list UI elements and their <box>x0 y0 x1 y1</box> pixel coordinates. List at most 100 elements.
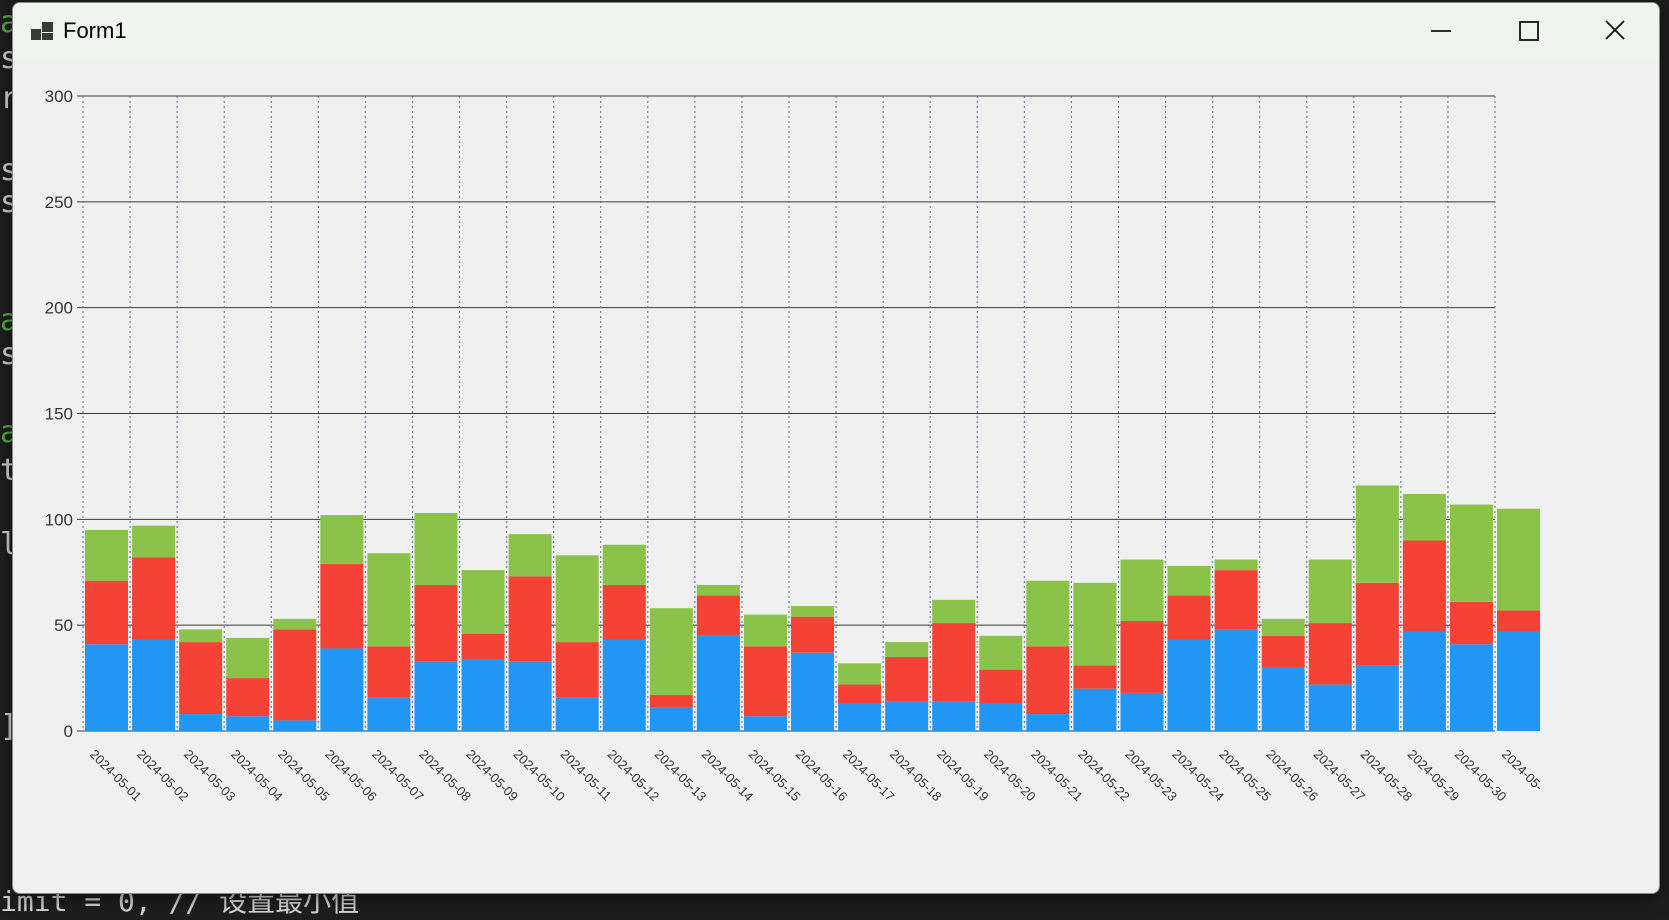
bar-segment <box>320 563 364 649</box>
bar-segment <box>273 720 317 731</box>
bar-segment <box>367 646 411 698</box>
bar-segment <box>932 599 976 624</box>
bar-segment <box>179 629 223 643</box>
bar-segment <box>1497 610 1541 632</box>
bar-segment <box>461 659 505 731</box>
bar-segment <box>414 512 458 585</box>
bar-segment <box>1073 665 1117 689</box>
bar-segment <box>696 635 740 731</box>
bar-segment <box>649 707 693 731</box>
bar-segment <box>226 637 270 679</box>
bar-segment <box>179 714 223 731</box>
bar-segment <box>508 576 552 662</box>
bar-segment <box>602 639 646 731</box>
bar-segment <box>555 555 599 643</box>
bar-segment <box>1214 559 1258 571</box>
x-tick-label: 2024-05- <box>1499 747 1546 794</box>
bar-segment <box>979 635 1023 670</box>
bar-segment <box>320 648 364 731</box>
bar-segment <box>1355 485 1399 583</box>
bar-segment <box>132 639 176 731</box>
minimize-button[interactable] <box>1395 3 1485 59</box>
bar-segment <box>791 652 835 731</box>
bar-segment <box>1167 639 1211 731</box>
bar-segment <box>414 661 458 731</box>
bar-segment <box>1167 565 1211 596</box>
bar-segment <box>367 697 411 731</box>
app-icon <box>31 22 53 40</box>
bar-segment <box>508 661 552 731</box>
bar-segment <box>743 716 787 731</box>
bar-segment <box>179 642 223 715</box>
bar-segment <box>1402 540 1446 632</box>
bar-segment <box>1073 582 1117 666</box>
bar-segment <box>743 614 787 647</box>
bar-segment <box>885 642 929 657</box>
bar-segment <box>85 580 129 645</box>
bar-segment <box>696 584 740 596</box>
minimize-icon <box>1431 30 1451 32</box>
close-button[interactable] <box>1575 3 1659 59</box>
maximize-button[interactable] <box>1485 3 1575 59</box>
bar-segment <box>1449 601 1493 645</box>
bar-segment <box>555 642 599 698</box>
bar-segment <box>1355 665 1399 731</box>
maximize-icon <box>1519 21 1539 41</box>
bar-segment <box>273 618 317 630</box>
bar-segment <box>132 525 176 558</box>
bar-segment <box>1355 582 1399 666</box>
bar-segment <box>602 544 646 585</box>
bar-segment <box>885 701 929 731</box>
bar-segment <box>555 697 599 731</box>
bar-segment <box>1261 618 1305 636</box>
bar-segment <box>1402 631 1446 731</box>
window-title: Form1 <box>63 18 127 43</box>
bar-segment <box>1026 580 1070 647</box>
bar-segment <box>1308 684 1352 731</box>
bar-segment <box>132 557 176 640</box>
bar-segment <box>1402 493 1446 541</box>
y-tick-label: 250 <box>45 193 73 212</box>
y-tick-label: 100 <box>45 510 73 529</box>
y-tick-label: 50 <box>54 616 73 635</box>
bar-segment <box>1497 631 1541 731</box>
close-icon <box>1605 20 1625 40</box>
bar-segment <box>1308 559 1352 624</box>
bar-segment <box>1261 635 1305 668</box>
bar-segment <box>696 595 740 636</box>
bar-segment <box>979 669 1023 704</box>
bar-segment <box>414 584 458 662</box>
bar-segment <box>602 584 646 640</box>
bar-segment <box>885 656 929 702</box>
bar-segment <box>1449 504 1493 602</box>
bar-segment <box>320 515 364 564</box>
bar-segment <box>649 695 693 708</box>
y-tick-label: 0 <box>64 722 73 741</box>
bar-segment <box>932 701 976 731</box>
bar-segment <box>85 644 129 731</box>
title-bar[interactable]: Form1 <box>13 3 1659 59</box>
bar-segment <box>838 684 882 704</box>
bar-segment <box>979 703 1023 731</box>
bar-segment <box>1026 646 1070 715</box>
bar-segment <box>508 534 552 577</box>
bar-segment <box>1073 688 1117 731</box>
bar-segment <box>1497 508 1541 611</box>
bar-segment <box>273 629 317 721</box>
bar-segment <box>1167 595 1211 640</box>
bar-segment <box>1214 570 1258 630</box>
bar-segment <box>1308 623 1352 685</box>
bar-segment <box>461 633 505 660</box>
bar-segment <box>743 646 787 717</box>
y-tick-label: 300 <box>45 87 73 106</box>
bar-segment <box>1026 714 1070 731</box>
stacked-bar-chart: 0501001502002503002024-05-012024-05-0220… <box>45 87 1547 804</box>
bar-segment <box>791 616 835 653</box>
y-tick-label: 200 <box>45 299 73 318</box>
bar-segment <box>367 553 411 647</box>
bar-segment <box>1261 667 1305 731</box>
bar-segment <box>226 678 270 717</box>
bar-segment <box>1120 692 1164 731</box>
bar-segment <box>1120 559 1164 621</box>
bar-segment <box>791 606 835 617</box>
